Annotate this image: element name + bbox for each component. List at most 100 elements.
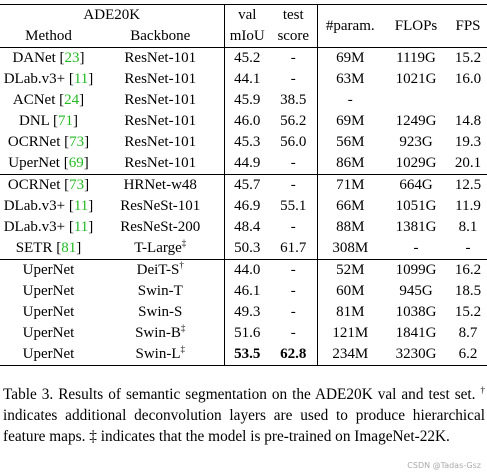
table-row: DLab.v3+ [11] ResNet-101 44.1- 63M 1021G 16.0 <box>0 69 487 90</box>
backbone-cell: T-Large‡ <box>97 238 225 260</box>
value-cell: 56M <box>336 134 365 150</box>
value-cell: - <box>270 47 318 69</box>
method-cell: UperNet <box>0 344 97 366</box>
value-cell: 8.7 <box>458 325 478 341</box>
watermark: CSDN @Tadas-Gsz <box>407 461 481 470</box>
method-text: DLab.v3+ [ <box>3 219 74 235</box>
method-text: ACNet [ <box>12 92 65 108</box>
value-cell: 20.1 <box>454 155 482 171</box>
backbone-text: Swin-L <box>135 346 181 362</box>
value-cell: 16.0 <box>454 71 482 87</box>
value-cell: 50.3 <box>234 240 261 256</box>
method-cell: UperNet <box>0 302 97 323</box>
value-cell <box>383 90 449 111</box>
header-cell: mIoU <box>229 28 265 44</box>
backbone-text: DeiT-S <box>136 262 180 278</box>
method-cell: OCRNet [73] <box>0 132 97 153</box>
backbone-cell: DeiT-S† <box>97 259 225 281</box>
value-cell: 45.9 <box>234 92 261 108</box>
backbone-cell: ResNet-101 <box>97 90 225 111</box>
value-cell: 61.7 <box>270 238 318 260</box>
method-text: DNL [ <box>18 113 59 129</box>
table-row: OCRNet [73] HRNet-w48 45.7-71M 664G 12.5 <box>0 174 487 196</box>
value-cell: 53.5 <box>234 346 261 362</box>
value-cell: 44.0 <box>224 259 271 281</box>
value-cell: - <box>270 153 318 175</box>
backbone-cell: ResNet-101 <box>97 69 225 90</box>
backbone-cell: ResNet-101 <box>97 153 225 175</box>
table-row: DANet [23] ResNet-101 45.2-69M 1119G 15.2 <box>0 47 487 69</box>
value-cell: - <box>270 174 318 196</box>
row-group: DANet [23] ResNet-101 45.2-69M 1119G 15.2 DLa… <box>0 47 487 175</box>
value-cell: 52M <box>317 259 384 281</box>
table-row: UperNet Swin-B‡ 51.6-121M 1841G 8.7 <box>0 323 487 344</box>
method-text: ] <box>84 177 90 193</box>
method-cell: DANet [23] <box>0 47 97 69</box>
header-cell: Method <box>25 28 72 44</box>
table-row: UperNet Swin-S 49.3- 81M 1038G 15.2 <box>0 302 487 323</box>
value-cell: 923G <box>399 134 433 150</box>
value-cell: 69M <box>317 47 384 69</box>
value-cell: - <box>270 217 318 238</box>
table-row: DNL [71] ResNet-101 46.0 56.2 69M 1249G 14.8 <box>0 111 487 132</box>
method-text: UperNet <box>22 325 75 341</box>
method-text: UperNet [ <box>8 155 69 171</box>
method-text: ] <box>79 50 85 66</box>
citation: 81 <box>61 240 77 256</box>
method-text: DANet [ <box>12 50 65 66</box>
method-text: ] <box>79 92 85 108</box>
backbone-cell: ResNet-101 <box>97 47 225 69</box>
method-text: SETR [ <box>15 240 62 256</box>
footnote-mark: † <box>480 385 486 395</box>
method-cell: DLab.v3+ [11] <box>0 196 97 217</box>
citation: 24 <box>64 92 80 108</box>
method-text: DLab.v3+ [ <box>3 198 74 214</box>
value-cell: 69M <box>336 113 365 129</box>
backbone-cell: Swin-L‡ <box>97 344 225 366</box>
method-text: ] <box>88 71 94 87</box>
backbone-text: Swin-B <box>135 325 181 341</box>
value-cell: 38.5 <box>270 90 318 111</box>
table-row: ACNet [24] ResNet-101 45.9 38.5 - <box>0 90 487 111</box>
value-cell: 55.1 <box>270 196 318 217</box>
value-cell: 664G <box>383 174 450 196</box>
value-cell: 1249G <box>395 113 437 129</box>
value-cell: 60M <box>336 283 365 299</box>
value-cell: - <box>270 69 318 90</box>
value-cell: 121M <box>332 325 369 341</box>
table-row: DLab.v3+ [11] ResNeSt-200 48.4- 88M 1381G 8.1 <box>0 217 487 238</box>
method-text: ] <box>76 240 82 256</box>
citation: 11 <box>73 71 89 87</box>
value-cell: 71M <box>317 174 384 196</box>
citation: 69 <box>68 155 84 171</box>
value-cell: 1051G <box>395 198 437 214</box>
value-cell: - <box>413 240 419 256</box>
value-cell: 14.8 <box>454 113 482 129</box>
method-cell: DNL [71] <box>0 111 97 132</box>
value-cell: 15.2 <box>454 304 482 320</box>
value-cell: 49.3 <box>234 304 261 320</box>
value-cell: 45.3 <box>234 134 261 150</box>
value-cell: 1029G <box>395 155 437 171</box>
method-text: ] <box>83 155 89 171</box>
value-cell: 1841G <box>395 325 437 341</box>
value-cell: 3230G <box>395 346 437 362</box>
value-cell: 46.1 <box>234 283 261 299</box>
value-cell: 8.1 <box>458 219 478 235</box>
method-text: UperNet <box>22 304 75 320</box>
method-text: ] <box>73 113 79 129</box>
citation: 11 <box>73 198 89 214</box>
footnote-mark: ‡ <box>89 428 97 445</box>
value-cell: 56.2 <box>270 111 318 132</box>
backbone-text: T-Large <box>134 240 182 256</box>
table-row: OCRNet [73] ResNet-101 45.3 56.0 56M 923G 19.3 <box>0 132 487 153</box>
value-cell: 48.4 <box>234 219 261 235</box>
method-text: UperNet <box>22 262 75 278</box>
method-text: ] <box>88 219 94 235</box>
value-cell: 19.3 <box>454 134 482 150</box>
value-cell: - <box>270 302 318 323</box>
backbone-cell: HRNet-w48 <box>97 174 225 196</box>
caption-text: indicates additional deconvolution layer… <box>3 407 485 445</box>
method-cell: UperNet [69] <box>0 153 97 175</box>
backbone-text: ResNeSt-200 <box>120 219 201 235</box>
